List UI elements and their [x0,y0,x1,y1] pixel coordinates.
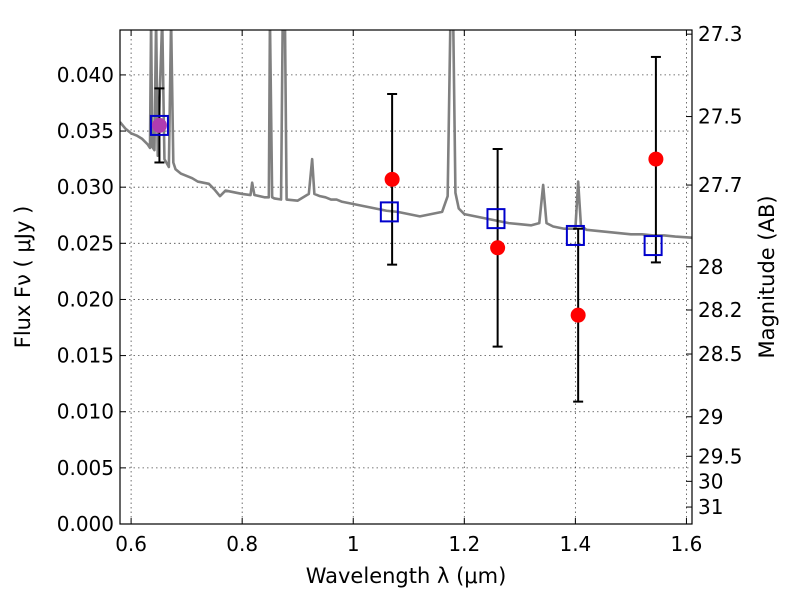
y-tick-label: 0.030 [57,175,114,199]
synthetic-square-marker [643,235,663,257]
right-tick-label: 27.5 [698,105,743,129]
x-axis-label: Wavelength λ (μm) [306,564,507,588]
right-tick-label: 31 [698,495,723,519]
axis-ticks [120,30,692,525]
x-tick-label: 1 [347,532,360,556]
data-markers [149,114,664,323]
synthetic-square-marker [486,208,506,230]
x-tick-label: 0.6 [115,532,147,556]
tick-labels: 0.6 0.8 1 1.2 1.4 1.6 0.000 0.005 0.010 0.015 0.02… [57,22,743,556]
right-tick-label: 29.5 [698,444,743,468]
x-tick-label: 1.4 [559,532,591,556]
x-tick-label: 1.6 [671,532,703,556]
right-tick-label: 28 [698,255,723,279]
right-axis-label: Magnitude (AB) [755,195,779,358]
observed-point-marker [490,240,506,256]
y-tick-label: 0.000 [57,512,114,536]
synthetic-square-marker [565,224,585,246]
y-tick-label: 0.040 [57,63,114,87]
y-axis-label: Flux Fν ( μJy ) [11,206,35,349]
observed-point-marker [648,151,664,167]
x-tick-label: 0.8 [226,532,258,556]
plot-area [120,30,692,403]
right-tick-label: 28.2 [698,298,743,322]
synthetic-square-marker [379,201,399,223]
y-tick-label: 0.010 [57,400,114,424]
model-spectrum-line [120,30,692,239]
synthetic-square-marker [149,114,169,136]
right-tick-label: 28.5 [698,342,743,366]
right-tick-label: 27.7 [698,173,743,197]
y-tick-label: 0.020 [57,287,114,311]
y-tick-label: 0.005 [57,456,114,480]
right-tick-label: 27.3 [698,22,743,46]
plot-background [120,30,692,524]
y-tick-label: 0.025 [57,231,114,255]
observed-point-marker [151,117,167,133]
x-tick-label: 1.2 [448,532,480,556]
right-tick-label: 30 [698,469,723,493]
y-tick-label: 0.015 [57,344,114,368]
right-tick-label: 29 [698,405,723,429]
observed-point-marker [384,171,400,187]
observed-point-marker [570,307,586,323]
plot-frame [119,29,693,525]
y-tick-label: 0.035 [57,119,114,143]
